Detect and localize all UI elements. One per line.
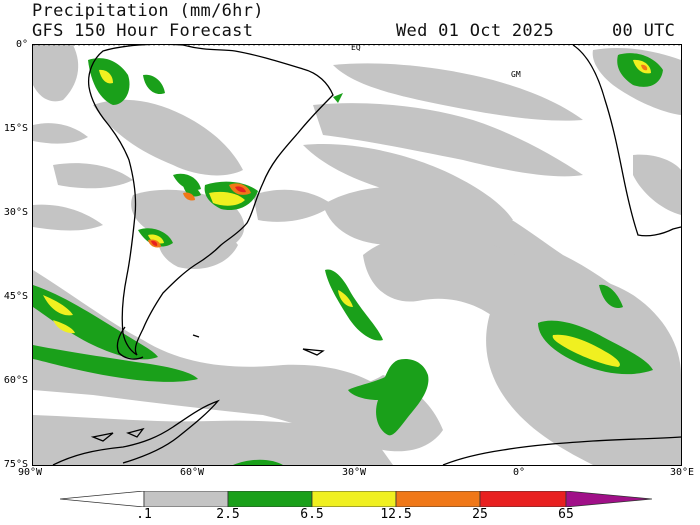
lon-label-90w: 90°W	[18, 467, 43, 478]
lon-label-30e: 30°E	[670, 467, 695, 478]
legend-label-0: .1	[136, 507, 152, 522]
legend-label-3: 12.5	[380, 507, 412, 522]
legend-label-4: 25	[472, 507, 488, 522]
lat-label-45s: 45°S	[3, 291, 28, 302]
marker-greenwich: GM	[511, 70, 521, 79]
precipitation-map: EQ GM	[32, 44, 682, 466]
coastlines	[52, 45, 681, 465]
colorbar-white	[60, 491, 145, 507]
lon-label-30w: 30°W	[342, 467, 367, 478]
forecast-date: Wed 01 Oct 2025	[396, 21, 555, 41]
forecast-time: 00 UTC	[612, 21, 676, 41]
lat-label-60s: 60°S	[3, 375, 28, 386]
legend-label-5: 65	[558, 507, 574, 522]
legend-label-2: 6.5	[300, 507, 324, 522]
precip-colorbar	[60, 491, 652, 507]
colorbar-red	[479, 491, 567, 507]
intense-precip-areas	[148, 64, 648, 248]
lon-label-0: 0°	[513, 467, 526, 478]
lon-label-60w: 60°W	[180, 467, 205, 478]
lat-label-30s: 30°S	[3, 207, 28, 218]
colorbar-purple	[565, 491, 652, 507]
colorbar-grey	[143, 491, 229, 507]
lat-label-15s: 15°S	[3, 123, 28, 134]
colorbar-green	[227, 491, 313, 507]
lat-label-0: 0°	[15, 39, 28, 50]
lat-label-75s: 75°S	[3, 459, 28, 470]
colorbar-yellow	[311, 491, 397, 507]
map-canvas	[33, 45, 681, 465]
chart-title: Precipitation (mm/6hr)	[32, 1, 264, 21]
marker-equator: EQ	[351, 44, 361, 52]
legend-label-1: 2.5	[216, 507, 240, 522]
heavy-precip-areas	[43, 59, 651, 367]
light-precip-areas	[33, 45, 681, 465]
chart-subtitle: GFS 150 Hour Forecast	[32, 21, 254, 41]
colorbar-orange	[395, 491, 481, 507]
